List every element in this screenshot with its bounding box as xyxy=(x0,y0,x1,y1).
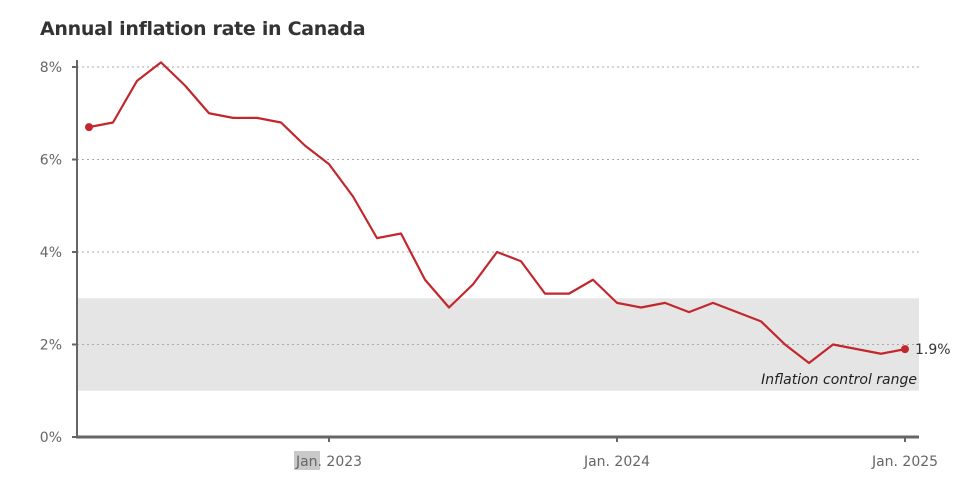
series-line xyxy=(88,61,906,365)
text-selection-highlight xyxy=(294,451,320,470)
y-tick-label: 4% xyxy=(40,245,62,261)
y-tick-label: 6% xyxy=(40,153,62,169)
data-point xyxy=(85,123,93,132)
y-tick-label: 2% xyxy=(40,338,62,354)
chart-title: Annual inflation rate in Canada xyxy=(40,18,366,40)
data-point xyxy=(901,345,909,354)
y-tick-label: 8% xyxy=(40,60,62,76)
x-tick-label: Jan. 2023 xyxy=(295,454,362,470)
x-tick-label: Jan. 2024 xyxy=(583,454,650,470)
y-tick-label: 0% xyxy=(40,430,62,446)
end-value-label: 1.9% xyxy=(915,342,951,358)
band-label: Inflation control range xyxy=(761,372,917,388)
x-tick-label: Jan. 2025 xyxy=(871,454,938,470)
